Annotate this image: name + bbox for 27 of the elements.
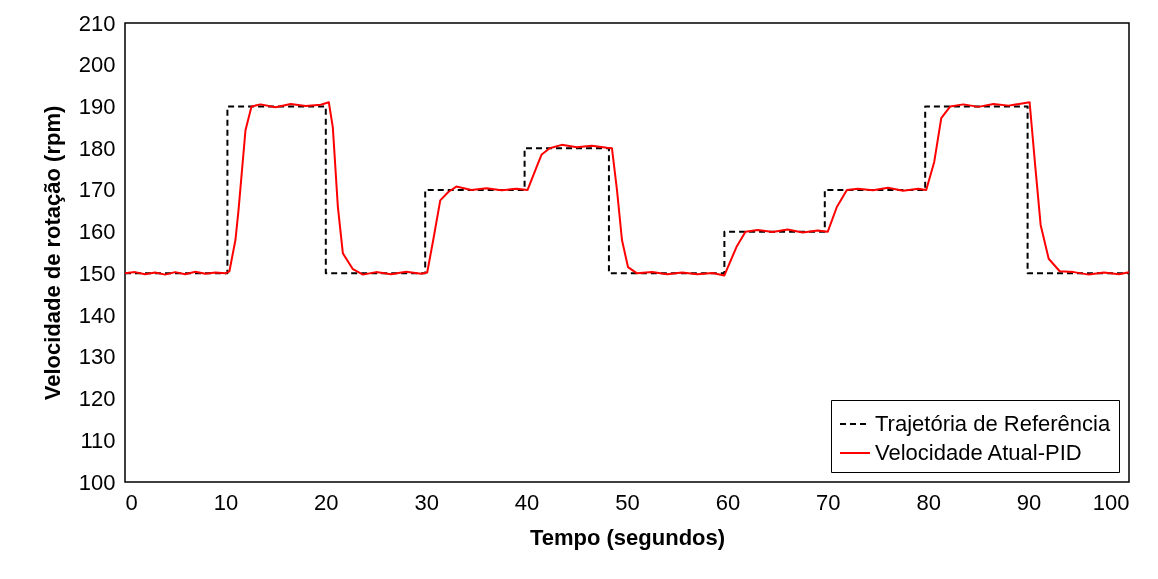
y-tick-label: 130 <box>78 344 116 370</box>
x-tick-label: 60 <box>715 489 741 515</box>
y-axis-title: Velocidade de rotação (rpm) <box>39 105 65 401</box>
y-tick-label: 140 <box>78 302 116 328</box>
x-tick-label: 50 <box>615 489 640 515</box>
x-tick-label: 90 <box>1016 489 1042 515</box>
x-tick-label: 70 <box>816 489 841 515</box>
y-tick-label: 180 <box>78 135 116 161</box>
x-tick-label: 100 <box>1092 489 1130 515</box>
y-tick-label: 200 <box>78 52 116 78</box>
y-tick-label: 120 <box>78 386 116 412</box>
legend-label: Velocidade Atual-PID <box>875 440 1082 465</box>
y-tick-label: 110 <box>80 427 116 453</box>
x-tick-label: 0 <box>125 489 138 515</box>
y-tick-label: 210 <box>78 10 116 36</box>
y-tick-label: 100 <box>78 469 116 495</box>
y-tick-label: 190 <box>78 93 116 119</box>
y-tick-label: 160 <box>78 219 116 245</box>
x-tick-label: 10 <box>213 489 239 515</box>
x-tick-label: 30 <box>414 489 439 515</box>
x-tick-label: 40 <box>514 489 540 515</box>
y-tick-label: 170 <box>78 177 116 203</box>
x-axis-title: Tempo (segundos) <box>529 524 726 550</box>
legend-label: Trajetória de Referência <box>875 411 1111 436</box>
x-tick-label: 80 <box>916 489 941 515</box>
x-tick-label: 20 <box>314 489 339 515</box>
y-tick-label: 150 <box>78 260 116 286</box>
